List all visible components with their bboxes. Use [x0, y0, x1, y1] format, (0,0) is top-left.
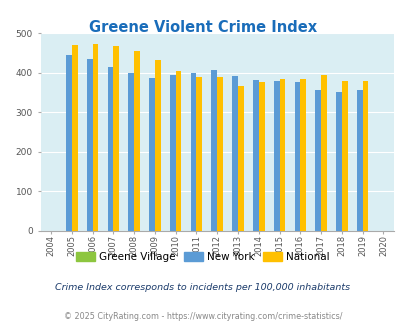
Bar — [362, 81, 368, 231]
Bar — [149, 78, 154, 231]
Bar — [320, 75, 326, 231]
Bar — [154, 59, 160, 231]
Bar — [335, 92, 341, 231]
Bar — [190, 73, 196, 231]
Bar — [169, 75, 175, 231]
Bar — [252, 80, 258, 231]
Bar — [128, 73, 134, 231]
Bar — [196, 77, 202, 231]
Bar — [217, 77, 222, 231]
Text: Greene Violent Crime Index: Greene Violent Crime Index — [89, 20, 316, 35]
Bar — [232, 76, 237, 231]
Bar — [134, 51, 140, 231]
Bar — [72, 45, 77, 231]
Bar — [315, 90, 320, 231]
Bar — [113, 46, 119, 231]
Bar — [175, 71, 181, 231]
Text: © 2025 CityRating.com - https://www.cityrating.com/crime-statistics/: © 2025 CityRating.com - https://www.city… — [64, 312, 341, 321]
Bar — [107, 67, 113, 231]
Bar — [92, 44, 98, 231]
Bar — [273, 81, 279, 231]
Bar — [279, 79, 285, 231]
Bar — [66, 55, 72, 231]
Bar — [300, 79, 305, 231]
Text: Crime Index corresponds to incidents per 100,000 inhabitants: Crime Index corresponds to incidents per… — [55, 282, 350, 292]
Bar — [87, 59, 92, 231]
Bar — [341, 81, 347, 231]
Bar — [294, 82, 300, 231]
Bar — [356, 90, 362, 231]
Bar — [237, 86, 243, 231]
Bar — [258, 82, 264, 231]
Legend: Greene Village, New York, National: Greene Village, New York, National — [72, 248, 333, 266]
Bar — [211, 70, 217, 231]
